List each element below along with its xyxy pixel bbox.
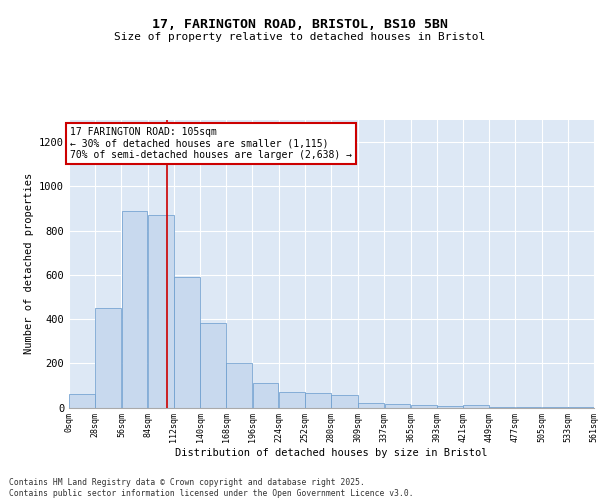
Bar bbox=[174, 277, 200, 407]
Bar bbox=[122, 210, 148, 408]
Bar bbox=[253, 383, 278, 407]
Text: 17, FARINGTON ROAD, BRISTOL, BS10 5BN: 17, FARINGTON ROAD, BRISTOL, BS10 5BN bbox=[152, 18, 448, 30]
Bar bbox=[385, 404, 410, 407]
Bar bbox=[411, 406, 437, 407]
Bar bbox=[437, 406, 463, 408]
Bar bbox=[279, 392, 305, 407]
Bar bbox=[148, 215, 173, 408]
Text: Size of property relative to detached houses in Bristol: Size of property relative to detached ho… bbox=[115, 32, 485, 42]
Text: 17 FARINGTON ROAD: 105sqm
← 30% of detached houses are smaller (1,115)
70% of se: 17 FARINGTON ROAD: 105sqm ← 30% of detac… bbox=[70, 126, 352, 160]
X-axis label: Distribution of detached houses by size in Bristol: Distribution of detached houses by size … bbox=[175, 448, 488, 458]
Text: Contains HM Land Registry data © Crown copyright and database right 2025.
Contai: Contains HM Land Registry data © Crown c… bbox=[9, 478, 413, 498]
Bar bbox=[69, 394, 95, 407]
Bar bbox=[331, 396, 358, 407]
Bar bbox=[226, 364, 252, 408]
Bar bbox=[305, 393, 331, 407]
Y-axis label: Number of detached properties: Number of detached properties bbox=[23, 173, 34, 354]
Bar bbox=[200, 324, 226, 407]
Bar bbox=[358, 403, 384, 407]
Bar bbox=[463, 406, 489, 407]
Bar bbox=[95, 308, 121, 408]
